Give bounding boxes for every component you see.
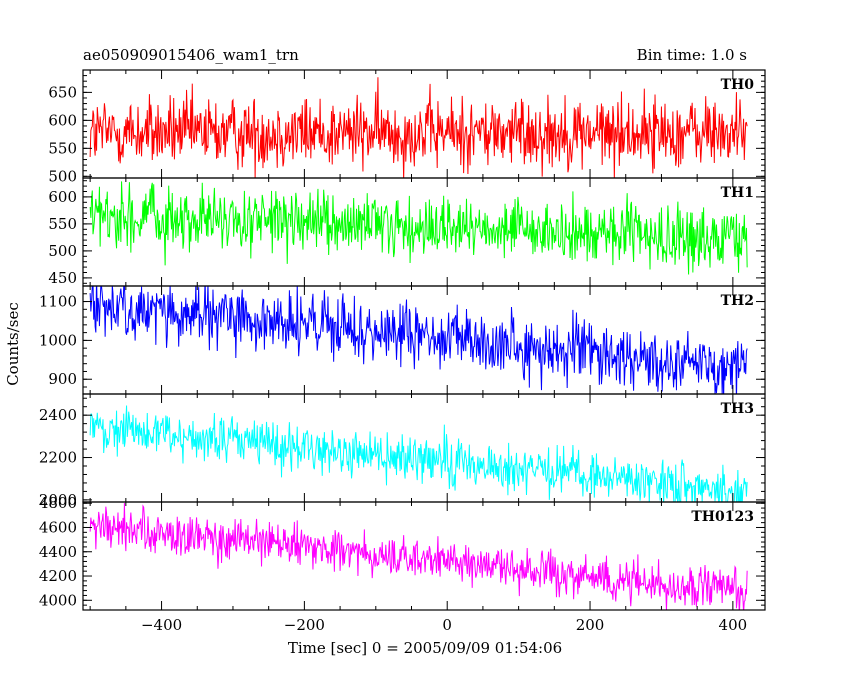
y-tick-label: 500 bbox=[48, 242, 77, 260]
y-tick-label: 600 bbox=[48, 111, 77, 129]
bin-time-label: Bin time: 1.0 s bbox=[637, 46, 747, 64]
y-tick-label: 4000 bbox=[39, 591, 77, 609]
x-tick-label: 200 bbox=[576, 616, 605, 634]
x-axis-label: Time [sec] 0 = 2005/09/09 01:54:06 bbox=[288, 639, 562, 657]
y-tick-label: 550 bbox=[48, 139, 77, 157]
x-tick-label: 400 bbox=[719, 616, 748, 634]
panel-title-th1: TH1 bbox=[721, 185, 754, 201]
panel-title-th0123: TH0123 bbox=[691, 509, 754, 525]
y-tick-label: 2200 bbox=[39, 449, 77, 467]
y-tick-label: 2400 bbox=[39, 406, 77, 424]
panel-title-th3: TH3 bbox=[721, 401, 754, 417]
y-tick-label: 500 bbox=[48, 167, 77, 185]
panels-group: 500 550 600 650 TH0 450 500 550 600 TH1 900 1000 110… bbox=[39, 69, 766, 634]
series-line-th0 bbox=[89, 77, 748, 178]
y-tick-label: 2000 bbox=[39, 491, 77, 509]
y-tick-label: 4600 bbox=[39, 518, 77, 536]
y-tick-label: 4400 bbox=[39, 543, 77, 561]
series-line-th3 bbox=[89, 405, 748, 502]
x-tick-label: −400 bbox=[141, 616, 182, 634]
y-tick-label: 450 bbox=[48, 269, 77, 287]
figure-title: ae050909015406_wam1_trn bbox=[83, 46, 299, 64]
y-tick-label: 650 bbox=[48, 83, 77, 101]
series-line-th2 bbox=[89, 286, 748, 394]
y-tick-label: 4800 bbox=[39, 494, 77, 512]
y-axis-label: Counts/sec bbox=[4, 302, 22, 386]
panel-frame-th0123 bbox=[82, 501, 766, 611]
panel-frame-th1 bbox=[82, 177, 766, 287]
panel-title-th2: TH2 bbox=[721, 293, 754, 309]
series-line-th0123 bbox=[89, 502, 748, 610]
x-tick-label: 0 bbox=[442, 616, 452, 634]
y-tick-label: 550 bbox=[48, 215, 77, 233]
panel-frame-th3 bbox=[82, 393, 766, 503]
y-tick-label: 900 bbox=[48, 370, 77, 388]
y-tick-label: 1100 bbox=[39, 293, 77, 311]
panel-title-th0: TH0 bbox=[721, 77, 755, 93]
y-tick-label: 600 bbox=[48, 188, 77, 206]
y-tick-label: 4200 bbox=[39, 567, 77, 585]
x-tick-label: −200 bbox=[284, 616, 325, 634]
series-line-th1 bbox=[89, 181, 748, 275]
y-tick-label: 1000 bbox=[39, 331, 77, 349]
